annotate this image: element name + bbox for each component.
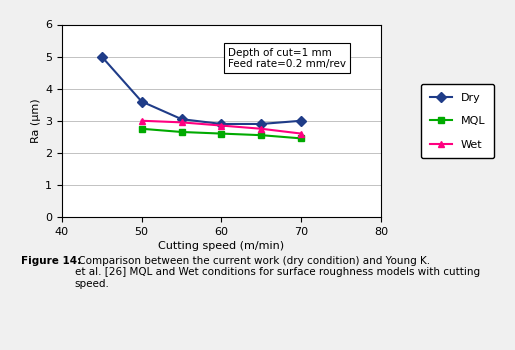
Legend: Dry, MQL, Wet: Dry, MQL, Wet	[421, 84, 494, 159]
Text: Comparison between the current work (dry condition) and Young K.
et al. [26] MQL: Comparison between the current work (dry…	[75, 256, 480, 289]
Text: Depth of cut=1 mm
Feed rate=0.2 mm/rev: Depth of cut=1 mm Feed rate=0.2 mm/rev	[228, 48, 346, 69]
Text: Figure 14:: Figure 14:	[21, 256, 81, 266]
Y-axis label: Ra (μm): Ra (μm)	[31, 98, 41, 143]
X-axis label: Cutting speed (m/min): Cutting speed (m/min)	[159, 241, 284, 251]
